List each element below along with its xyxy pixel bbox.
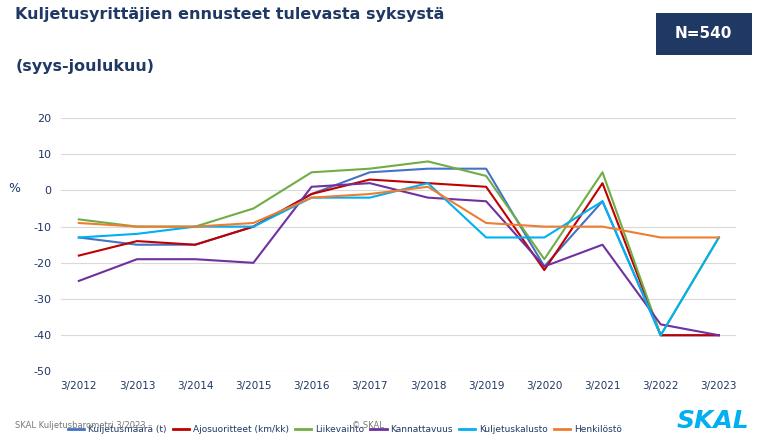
Text: © SKAL: © SKAL bbox=[352, 421, 384, 430]
Text: N=540: N=540 bbox=[675, 26, 732, 42]
Text: SKAL: SKAL bbox=[677, 409, 749, 433]
Legend: Kuljetusmäärä (t), Ajosuoritteet (km/kk), Liikevaihto, Kannattavuus, Kuljetuskal: Kuljetusmäärä (t), Ajosuoritteet (km/kk)… bbox=[64, 422, 625, 437]
Text: Kuljetusyrittäjien ennusteet tulevasta syksystä: Kuljetusyrittäjien ennusteet tulevasta s… bbox=[15, 7, 445, 21]
Text: (syys-joulukuu): (syys-joulukuu) bbox=[15, 59, 154, 74]
Text: SKAL Kuljetusbarometri 3/2023: SKAL Kuljetusbarometri 3/2023 bbox=[15, 421, 146, 430]
Text: %: % bbox=[8, 183, 20, 195]
